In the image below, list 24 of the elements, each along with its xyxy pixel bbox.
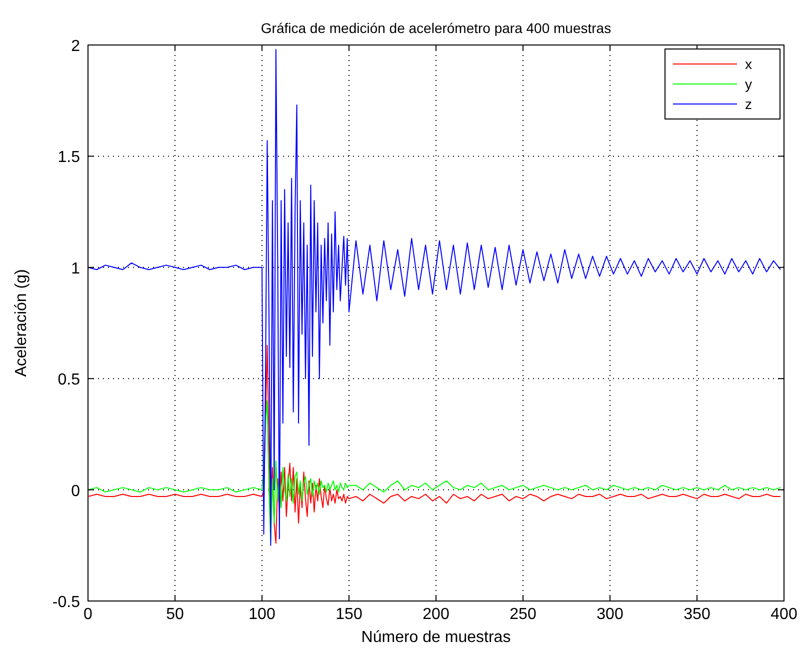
- x-tick-label: 100: [248, 606, 276, 623]
- x-tick-label: 50: [166, 606, 184, 623]
- line-series: [88, 400, 782, 542]
- legend-label: x: [745, 56, 752, 72]
- x-tick-label: 200: [422, 606, 450, 623]
- x-tick-label: 400: [770, 606, 798, 623]
- line-series: [88, 344, 782, 544]
- legend-label: y: [745, 76, 752, 92]
- line-series: [88, 48, 782, 546]
- x-tick-label: 250: [510, 606, 536, 623]
- y-tick-label: 1.5: [58, 149, 80, 166]
- x-tick-label: 300: [596, 606, 624, 623]
- x-axis-title: Número de muestras: [361, 629, 511, 646]
- y-tick-label: -0.5: [52, 594, 80, 611]
- y-tick-label: 2: [71, 38, 80, 55]
- y-axis-title: Aceleración (g): [13, 269, 30, 377]
- chart-title: Gráfica de medición de acelerómetro para 400 muestras: [260, 20, 612, 36]
- x-tick-label: 0: [84, 606, 93, 623]
- x-tick-label: 150: [336, 606, 362, 623]
- legend-label: z: [745, 96, 752, 112]
- y-tick-label: 1: [71, 260, 80, 278]
- x-tick-label: 350: [684, 606, 710, 623]
- y-tick-label: 0: [71, 482, 80, 500]
- y-tick-label: 0.5: [58, 372, 80, 389]
